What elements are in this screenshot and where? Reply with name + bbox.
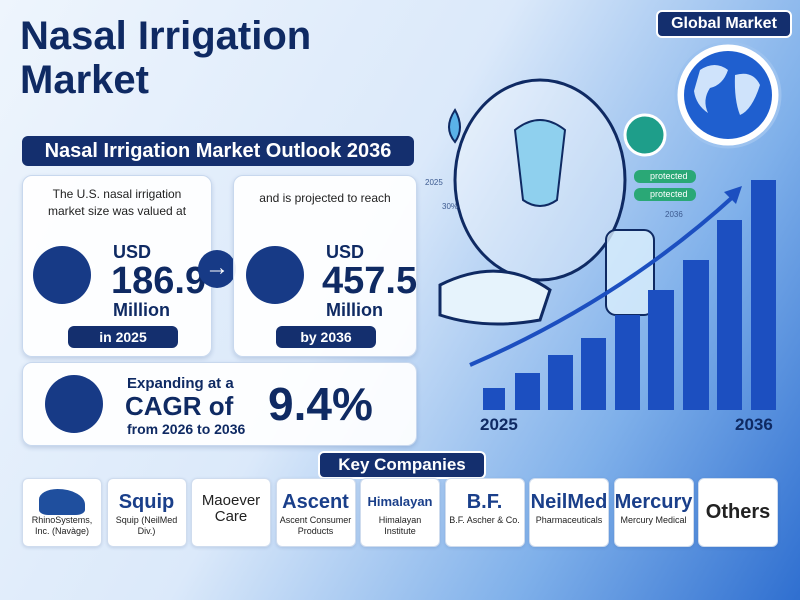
company-card: Ascent Ascent Consumer Products: [275, 478, 356, 547]
company-logo: Himalayan: [367, 494, 433, 509]
tag-label: protected: [650, 189, 688, 199]
check: [623, 113, 667, 157]
bottle: [605, 229, 655, 316]
continents: [694, 65, 760, 115]
company-card: NeilMed Pharmaceuticals: [529, 478, 609, 547]
cagr-value: 9.4%: [268, 378, 373, 430]
title: Nasal Irrigation Market: [20, 14, 312, 102]
arrow-head: [724, 186, 742, 204]
currency: USD: [113, 242, 152, 262]
sinus: [513, 119, 567, 207]
drop: [448, 108, 461, 144]
chart-label: 2025: [480, 415, 518, 434]
company-name: Ascent Consumer Products: [279, 515, 352, 536]
cagr-line: CAGR of: [125, 391, 234, 421]
company-card: Mercury Mercury Medical: [613, 478, 694, 547]
companies-title: Key Companies: [318, 451, 486, 479]
tag: [634, 188, 696, 201]
company-logo: Squip: [118, 491, 175, 513]
subtitle: Nasal Irrigation Market Outlook 2036: [22, 136, 414, 166]
company-name: RhinoSystems, Inc. (Navàge): [31, 515, 93, 536]
tag: [634, 170, 696, 183]
company-name: B.F. Ascher & Co.: [449, 515, 520, 525]
cagr-line: from 2026 to 2036: [127, 421, 246, 437]
company-card: Maoever Care: [191, 478, 271, 547]
company-logo: Maoever Care: [201, 492, 261, 525]
illus-label: 2036: [665, 210, 683, 219]
stat-intro: and is projected to reach: [259, 191, 391, 205]
unit: Million: [113, 300, 170, 320]
stat-icon: [33, 246, 91, 304]
cagr-icon: [45, 375, 103, 433]
trend-arrow: [469, 193, 737, 367]
company-logo: Ascent: [282, 491, 349, 513]
stat-card: The U.S. nasal irrigation market size wa…: [22, 175, 212, 357]
tag-label: protected: [650, 171, 688, 181]
bars: [483, 180, 776, 410]
company-logo: Mercury: [614, 491, 693, 513]
illus-label: 2025: [425, 178, 443, 187]
currency: USD: [326, 242, 365, 262]
company-card: Squip Squip (NeilMed Div.): [106, 478, 187, 547]
neti-pot: [438, 269, 552, 326]
illus-label: 30%: [442, 202, 459, 211]
chart-label: 2036: [735, 415, 773, 434]
badge: Global Market: [656, 10, 792, 38]
stat-value: 186.9: [111, 260, 207, 302]
company-logo: NeilMed: [530, 491, 608, 513]
stat-intro: The U.S. nasal irrigation market size wa…: [47, 187, 187, 218]
company-name: Mercury Medical: [620, 515, 687, 525]
company-name: Squip (NeilMed Div.): [115, 515, 178, 536]
company-card: Others: [698, 478, 778, 547]
company-icon: [39, 489, 85, 515]
stat-card: and is projected to reach USD 457.5 Mill…: [233, 175, 417, 357]
stat-icon: [246, 246, 304, 304]
company-logo: B.F.: [466, 491, 503, 513]
arrow-icon: →: [198, 250, 236, 288]
unit: Million: [326, 300, 383, 320]
period: by 2036: [276, 326, 376, 348]
company-card: Himalayan Himalayan Institute: [360, 478, 440, 547]
company-logo: Others: [705, 501, 771, 523]
cagr-line: Expanding at a: [127, 375, 234, 392]
cagr-card: Expanding at a CAGR of from 2026 to 2036…: [22, 362, 417, 446]
company-card: RhinoSystems, Inc. (Navàge): [22, 478, 102, 547]
period: in 2025: [68, 326, 178, 348]
company-name: Himalayan Institute: [378, 515, 422, 536]
company-name: Pharmaceuticals: [535, 515, 603, 525]
company-card: B.F. B.F. Ascher & Co.: [444, 478, 525, 547]
stat-value: 457.5: [322, 260, 418, 302]
